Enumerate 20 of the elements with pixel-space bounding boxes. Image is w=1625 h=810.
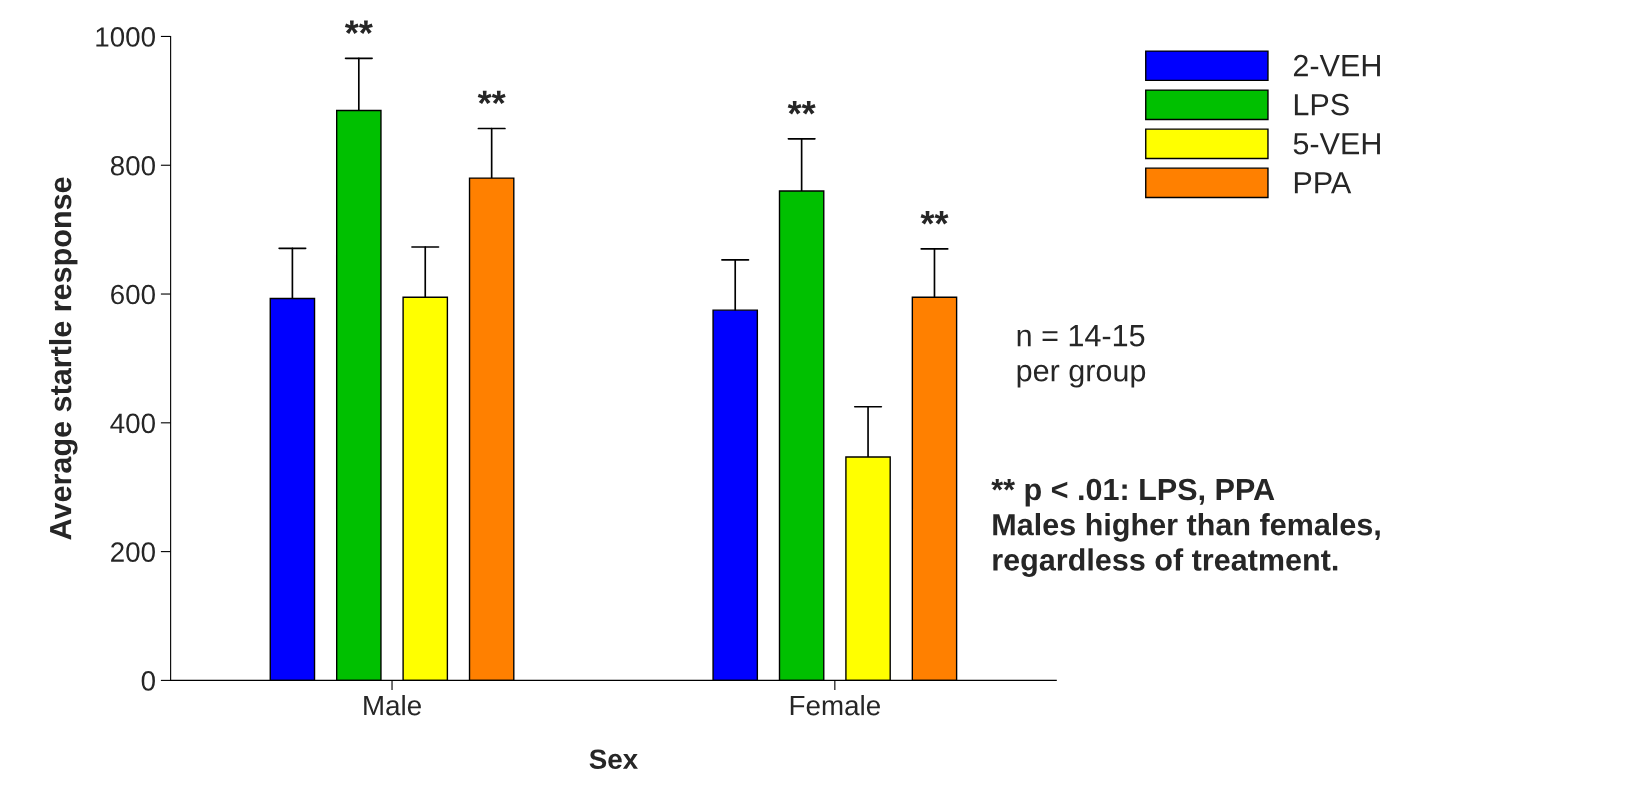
y-tick-label: 600	[111, 284, 155, 305]
data-label: **	[477, 90, 506, 105]
y-axis-title: Average startle response	[48, 177, 78, 540]
legend-label: LPS	[1294, 93, 1349, 116]
y-tick-label: 200	[111, 542, 155, 562]
x-tick-label: Female	[790, 694, 880, 716]
y-tick-label: 400	[110, 413, 155, 434]
y-tick-label: 800	[110, 155, 155, 176]
legend-label: 5-VEH	[1293, 133, 1380, 155]
x-tick-label: Male	[364, 694, 421, 716]
data-label: **	[920, 211, 949, 225]
annotation: ** p < .01: LPS, PPA Males higher than females, regardless of treatment.	[991, 478, 1380, 577]
legend-label: PPA	[1294, 172, 1352, 194]
x-axis-title: Sex	[589, 749, 638, 770]
y-tick-label: 0	[141, 671, 155, 691]
data-label: **	[787, 100, 816, 115]
y-tick-label: 1000	[96, 27, 155, 47]
data-label: **	[344, 20, 373, 34]
legend-label: 2-VEH	[1293, 54, 1380, 77]
annotation: n = 14-15 per group	[1017, 325, 1146, 388]
